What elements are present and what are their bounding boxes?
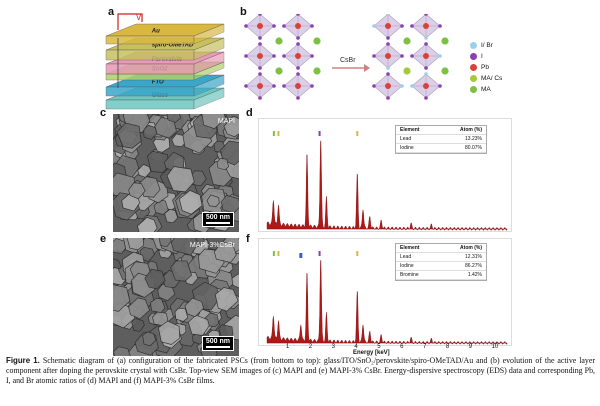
scale-bar-label: 500 nm: [205, 338, 230, 345]
legend-dot-pb: [470, 64, 477, 71]
figure-caption: Figure 1. Schematic diagram of (a) confi…: [6, 356, 595, 387]
legend-label: MA/ Cs: [481, 75, 503, 82]
x-tick-label: 3: [331, 344, 335, 350]
caption-label: Figure 1.: [6, 356, 40, 365]
legend-label: MA: [481, 86, 491, 93]
table-header: Element Atom (%): [396, 126, 486, 135]
caption-text: Schematic diagram of (a) configuration o…: [6, 356, 595, 386]
eds-table-mapi: Element Atom (%) Lead 13.23% Iodine 80.07%: [395, 125, 487, 154]
x-tick-label: 7: [423, 344, 427, 350]
x-tick-label: 10: [491, 344, 499, 350]
sem-tag: MAPI-3%CsBr: [189, 242, 235, 249]
panel-label-d: d: [246, 107, 253, 119]
panel-label-a: a: [108, 6, 115, 18]
x-tick-label: 1: [285, 344, 290, 350]
layer-label: FTO: [152, 80, 164, 86]
scale-bar-label: 500 nm: [205, 214, 230, 221]
layer-label: spiro-OMeTAD: [152, 43, 194, 49]
x-tick-label: 5: [377, 344, 381, 350]
crystal-structure-diagram: CsBr: [244, 14, 449, 100]
legend-label: Pb: [481, 64, 489, 71]
x-tick-label: 9: [468, 344, 473, 350]
scale-bar: 500 nm: [201, 212, 234, 227]
legend-item: I/ Br: [470, 40, 502, 51]
legend-label: I: [481, 53, 483, 60]
x-axis-label: Energy [keV]: [353, 350, 390, 356]
legend-dot-i-br: [470, 42, 477, 49]
legend-item: MA/ Cs: [470, 73, 502, 84]
doping-arrow-label: CsBr: [340, 57, 356, 64]
panel-label-b: b: [240, 6, 247, 18]
table-row: Lead 13.23%: [396, 135, 486, 144]
x-tick-label: 6: [400, 344, 404, 350]
x-tick-label: 8: [445, 344, 450, 350]
x-axis: 1 2 3 4 5 6 7 8 9 10 Energy [keV]: [258, 344, 510, 356]
svg-text:V: V: [136, 13, 142, 22]
table-row: Bromine 1.42%: [396, 271, 486, 280]
panel-label-e: e: [100, 233, 107, 245]
legend-item: Pb: [470, 62, 502, 73]
element-legend: I/ Br I Pb MA/ Cs MA: [470, 40, 502, 95]
legend-label: I/ Br: [481, 42, 493, 49]
legend-item: I: [470, 51, 502, 62]
scale-bar: 500 nm: [201, 336, 234, 351]
table-row: Iodine 86.27%: [396, 262, 486, 271]
table-row: Iodine 80.07%: [396, 144, 486, 153]
legend-item: MA: [470, 84, 502, 95]
eds-table-mapi-csbr: Element Atom (%) Lead 12.31% Iodine 86.27% …: [395, 243, 487, 281]
sem-image-mapi: MAPI 500 nm: [113, 114, 239, 232]
eds-spectrum-mapi-csbr: Element Atom (%) Lead 12.31% Iodine 86.27% …: [258, 238, 512, 346]
x-tick-label: 4: [354, 344, 358, 350]
table-header: Element Atom (%): [396, 244, 486, 253]
legend-dot-ma-cs: [470, 75, 477, 82]
panel-label-f: f: [246, 233, 250, 245]
eds-spectrum-mapi: Element Atom (%) Lead 13.23% Iodine 80.07%: [258, 118, 512, 232]
legend-dot-ma: [470, 86, 477, 93]
legend-dot-i: [470, 53, 477, 60]
layer-label: Au: [151, 29, 160, 35]
sem-image-mapi-csbr: MAPI-3%CsBr 500 nm: [113, 238, 239, 356]
sem-tag: MAPI: [217, 118, 235, 125]
panel-label-c: c: [100, 107, 107, 119]
table-row: Lead 12.31%: [396, 253, 486, 262]
x-tick-label: 2: [308, 344, 313, 350]
